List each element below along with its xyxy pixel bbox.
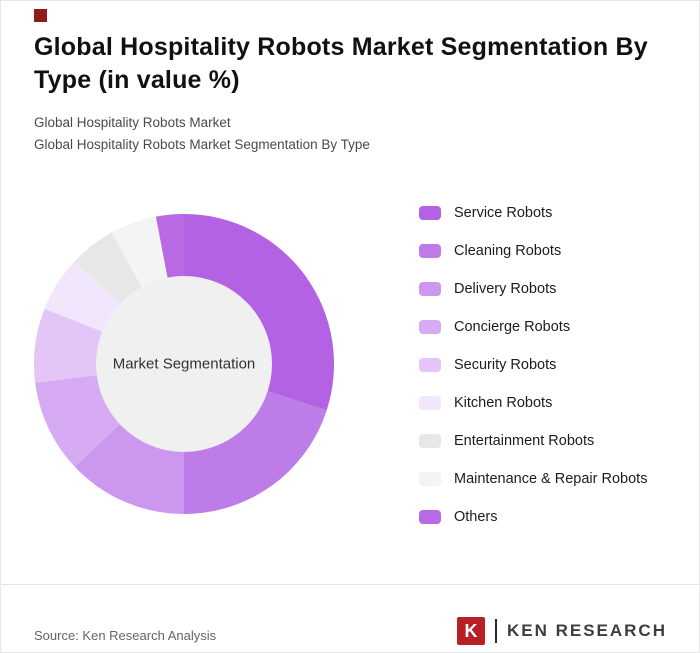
legend-swatch bbox=[419, 281, 441, 296]
legend-label: Concierge Robots bbox=[454, 318, 571, 335]
legend-item-service-robots: Service Robots bbox=[419, 201, 647, 224]
legend-item-others: Others bbox=[419, 505, 647, 528]
legend-swatch bbox=[419, 243, 441, 258]
legend-item-delivery-robots: Delivery Robots bbox=[419, 277, 647, 300]
legend-label: Maintenance & Repair Robots bbox=[454, 470, 648, 487]
legend-label: Others bbox=[454, 508, 498, 525]
legend-item-kitchen-robots: Kitchen Robots bbox=[419, 391, 647, 414]
legend-item-concierge-robots: Concierge Robots bbox=[419, 315, 647, 338]
legend-swatch bbox=[419, 319, 441, 334]
legend-label: Delivery Robots bbox=[454, 280, 557, 297]
legend-item-maintenance-repair-robots: Maintenance & Repair Robots bbox=[419, 467, 647, 490]
source-attribution: Source: Ken Research Analysis bbox=[34, 628, 217, 643]
legend-label: Service Robots bbox=[454, 204, 553, 221]
chart-subtitle-market: Global Hospitality Robots Market bbox=[34, 115, 231, 130]
legend-swatch bbox=[419, 205, 441, 220]
logo-separator bbox=[494, 619, 497, 643]
logo-wordmark: KEN RESEARCH bbox=[506, 621, 667, 640]
legend-item-security-robots: Security Robots bbox=[419, 353, 647, 376]
legend-swatch bbox=[419, 509, 441, 524]
window-brand-mark bbox=[34, 9, 47, 22]
legend-swatch bbox=[419, 395, 441, 410]
footer-divider bbox=[1, 584, 699, 585]
donut-center-label: Market Segmentation bbox=[112, 355, 256, 373]
donut-chart-area: Market Segmentation bbox=[33, 213, 335, 515]
chart-legend: Service Robots Cleaning Robots Delivery Ro… bbox=[419, 201, 647, 528]
legend-label: Kitchen Robots bbox=[454, 394, 553, 411]
legend-item-entertainment-robots: Entertainment Robots bbox=[419, 429, 647, 452]
ken-research-logo: K KEN RESEARCH bbox=[456, 617, 667, 645]
chart-subtitle-segmentation: Global Hospitality Robots Market Segment… bbox=[34, 137, 370, 152]
donut-center-circle bbox=[96, 276, 272, 452]
legend-swatch bbox=[419, 433, 441, 448]
legend-label: Cleaning Robots bbox=[454, 242, 562, 259]
legend-label: Security Robots bbox=[454, 356, 557, 373]
legend-swatch bbox=[419, 357, 441, 372]
legend-item-cleaning-robots: Cleaning Robots bbox=[419, 239, 647, 262]
legend-label: Entertainment Robots bbox=[454, 432, 595, 449]
legend-swatch bbox=[419, 471, 441, 486]
logo-k-icon: K bbox=[456, 617, 485, 645]
donut-chart bbox=[33, 214, 335, 514]
page-title: Global Hospitality Robots Market Segment… bbox=[34, 33, 648, 94]
